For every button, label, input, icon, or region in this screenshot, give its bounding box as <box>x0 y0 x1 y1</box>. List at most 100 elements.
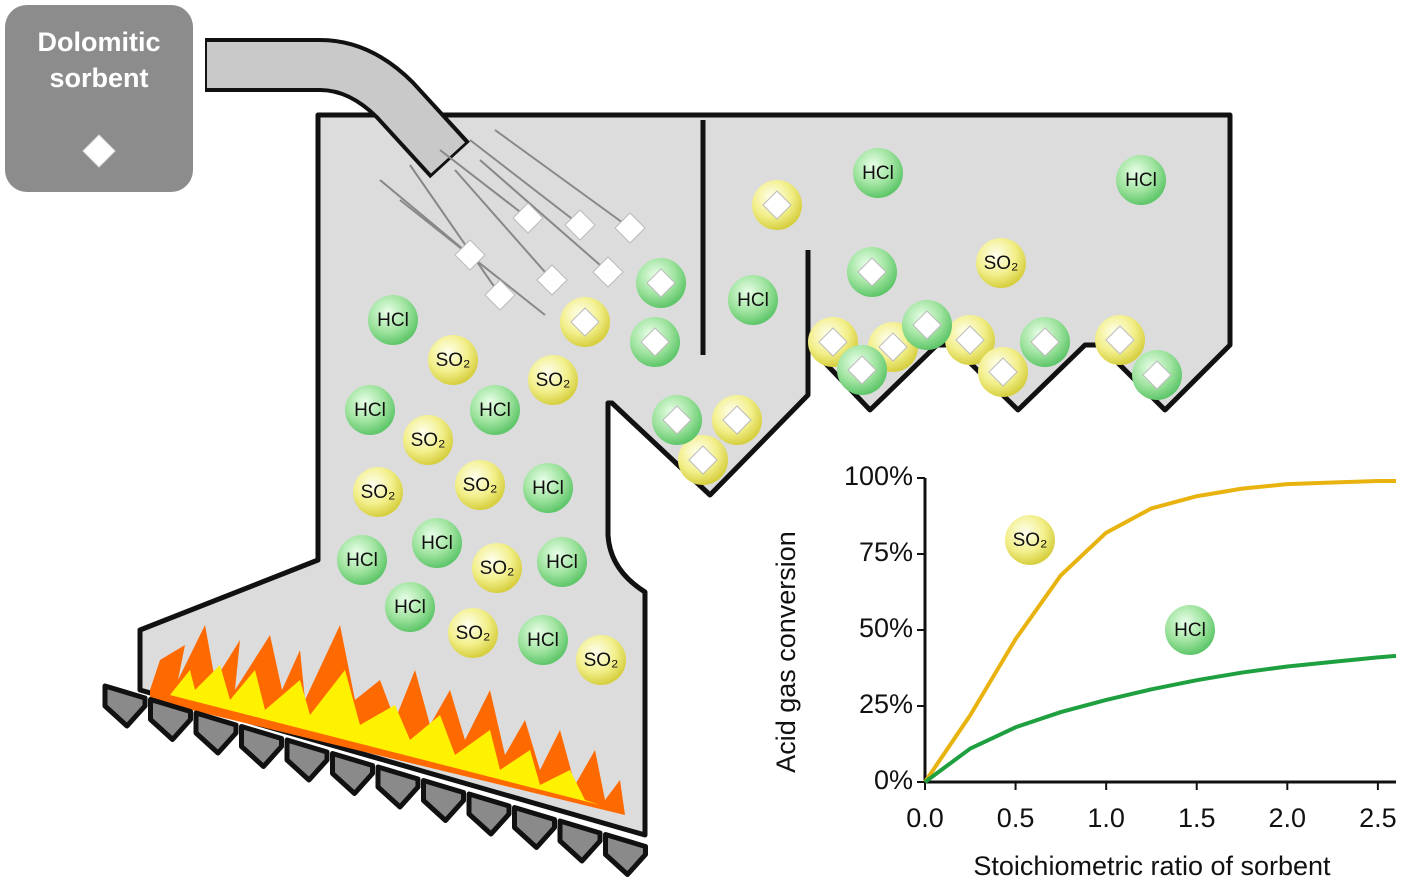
gas-particle <box>368 295 418 345</box>
particle-label: HCl <box>354 400 386 421</box>
grate-tooth <box>330 751 375 796</box>
gas-particle <box>345 385 395 435</box>
y-axis-label: Acid gas conversion <box>771 531 801 773</box>
streak <box>454 169 553 281</box>
particle-label: SO₂ <box>436 350 471 371</box>
gas-particle <box>385 582 435 632</box>
grate-tooth <box>375 764 421 810</box>
furnace <box>137 112 1233 838</box>
gas-particle <box>403 415 453 465</box>
y-tick-label: 75% <box>859 537 913 567</box>
sorbent-particle <box>878 332 908 362</box>
pipe <box>207 42 465 174</box>
sorbent-particle <box>484 279 516 311</box>
grate-tooth <box>512 805 557 850</box>
particle-label: HCl <box>479 400 511 421</box>
sorbent-particle <box>662 405 692 435</box>
sorbent-particle <box>570 307 600 337</box>
particle-label: SO₂ <box>456 623 491 644</box>
grate-tooth <box>557 818 603 864</box>
sorbent-particle <box>1142 360 1172 390</box>
sorbent-particle <box>955 325 985 355</box>
particle-label: SO₂ <box>584 650 619 671</box>
flame-inner <box>170 665 600 805</box>
particle-label: HCl <box>1125 170 1157 191</box>
sorbent-particle <box>512 202 544 234</box>
grate-tooth <box>603 832 648 877</box>
gas-particle <box>472 543 522 593</box>
streak <box>439 149 529 219</box>
sorbent-particle <box>857 257 887 287</box>
particle-label: SO₂ <box>463 475 498 496</box>
gas-particle <box>428 335 478 385</box>
gas-particle <box>470 385 520 435</box>
sorbent-particle <box>988 357 1018 387</box>
particle-label: HCl <box>527 630 559 651</box>
sorbent-label: sorbent <box>49 63 148 93</box>
particle-label: HCl <box>862 163 894 184</box>
particle-label: HCl <box>394 597 426 618</box>
particle-label: HCl <box>737 290 769 311</box>
sorbent-particle <box>564 209 596 241</box>
gas-particle <box>523 463 573 513</box>
particle-label: HCl <box>421 533 453 554</box>
grate-tooth <box>284 737 330 783</box>
particle-label: SO₂ <box>984 253 1019 274</box>
gas-particle <box>853 148 903 198</box>
legend-label: HCl <box>1174 620 1206 641</box>
particle-label: HCl <box>546 552 578 573</box>
streak <box>469 139 581 226</box>
sorbent-label: Dolomitic <box>37 27 160 57</box>
grate-tooth <box>421 778 466 823</box>
x-tick-label: 0.5 <box>997 803 1035 833</box>
sorbent-particle <box>818 327 848 357</box>
particle-label: SO₂ <box>361 482 396 503</box>
series-line <box>923 653 1397 784</box>
series-line <box>923 479 1396 784</box>
streak <box>479 159 609 273</box>
particle-label: SO₂ <box>480 558 515 579</box>
sorbent-particle <box>536 264 568 296</box>
streak <box>494 129 631 229</box>
sorbent-particle <box>1030 327 1060 357</box>
y-tick-label: 0% <box>874 765 913 795</box>
sorbent-particle <box>640 327 670 357</box>
x-tick-label: 1.0 <box>1087 803 1125 833</box>
gas-particle <box>412 518 462 568</box>
sorbent-particle <box>762 190 792 220</box>
gas-particle <box>518 615 568 665</box>
particle-label: HCl <box>377 310 409 331</box>
sorbent-particle <box>614 212 646 244</box>
gas-particle <box>1116 155 1166 205</box>
legend-bubble <box>1165 605 1215 655</box>
x-tick-label: 1.5 <box>1178 803 1216 833</box>
sorbent-particle <box>646 268 676 298</box>
gas-particle <box>528 355 578 405</box>
x-tick-label: 2.5 <box>1359 803 1397 833</box>
grate-tooth <box>239 724 284 769</box>
gas-particle <box>455 460 505 510</box>
sorbent-particle <box>847 355 877 385</box>
y-tick-label: 25% <box>859 689 913 719</box>
particle-label: HCl <box>346 550 378 571</box>
y-tick-label: 100% <box>844 461 913 491</box>
sorbent-particle <box>454 239 486 271</box>
grate-tooth <box>148 697 193 742</box>
sorbent-particle <box>688 445 718 475</box>
gas-particle <box>576 635 626 685</box>
gas-particle <box>728 275 778 325</box>
grate-tooth <box>102 683 148 729</box>
x-axis-label: Stoichiometric ratio of sorbent <box>973 851 1331 881</box>
sorbent-box <box>5 5 193 192</box>
sorbent-particle <box>592 256 624 288</box>
gas-particle <box>976 238 1026 288</box>
y-tick-label: 50% <box>859 613 913 643</box>
streak <box>409 164 501 296</box>
gas-particle <box>448 608 498 658</box>
gas-particle <box>353 467 403 517</box>
x-tick-label: 0.0 <box>906 803 944 833</box>
particle-label: SO₂ <box>536 370 571 391</box>
grate-tooth <box>193 710 239 756</box>
legend-bubble <box>1005 515 1055 565</box>
